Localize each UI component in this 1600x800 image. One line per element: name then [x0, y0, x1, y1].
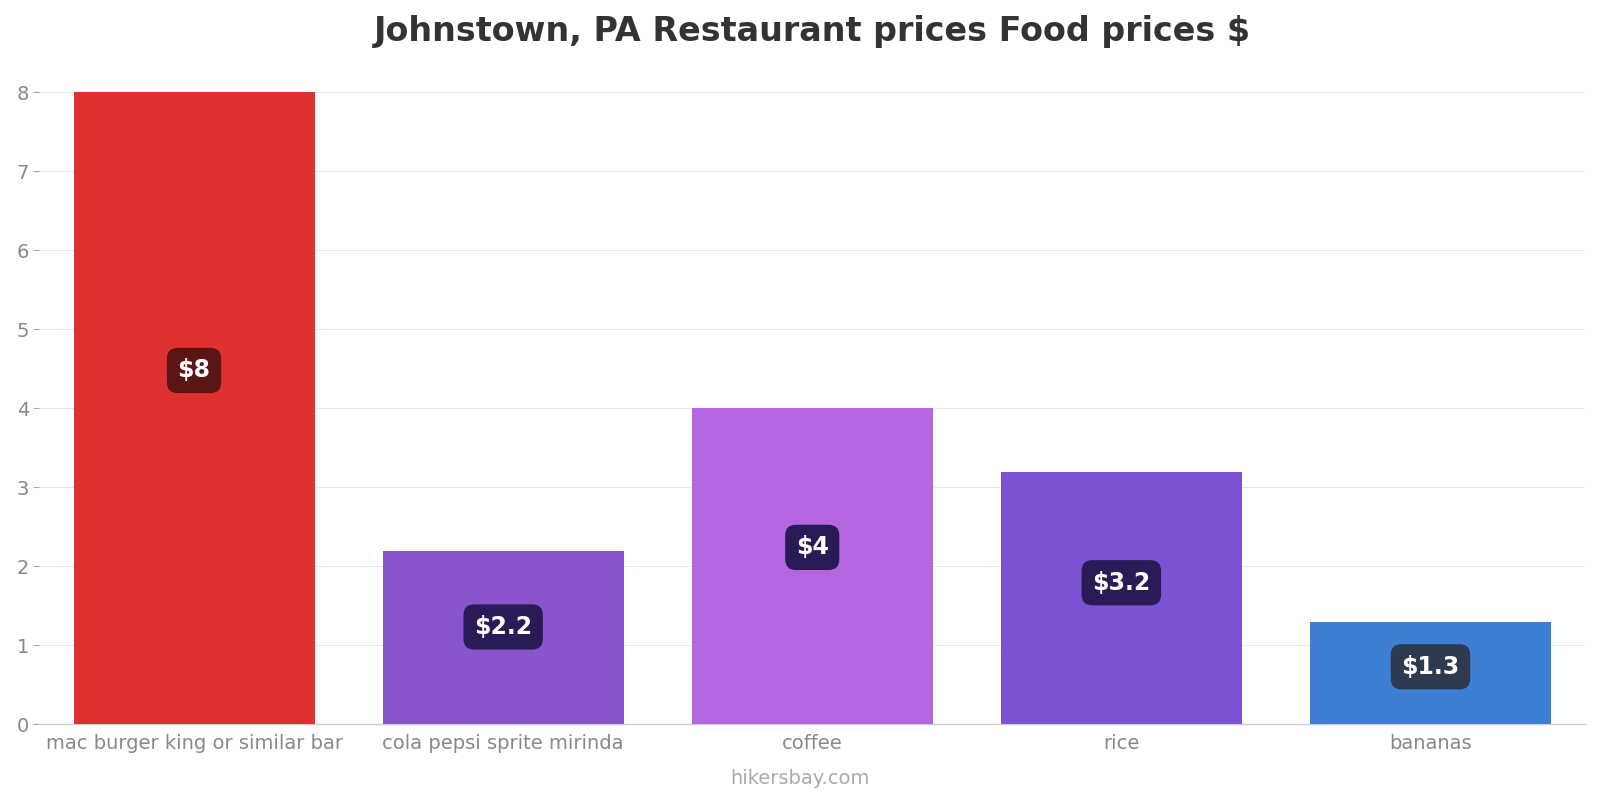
Bar: [1002, 471, 1242, 724]
Text: $3.2: $3.2: [1093, 570, 1150, 594]
Bar: [1310, 622, 1550, 724]
Bar: [382, 550, 624, 724]
Bar: [74, 93, 315, 724]
Text: $4: $4: [795, 535, 829, 559]
Text: $8: $8: [178, 358, 211, 382]
Title: Johnstown, PA Restaurant prices Food prices $: Johnstown, PA Restaurant prices Food pri…: [374, 15, 1251, 48]
Bar: [691, 408, 933, 724]
Text: hikersbay.com: hikersbay.com: [730, 769, 870, 788]
Text: $1.3: $1.3: [1402, 654, 1459, 678]
Text: $2.2: $2.2: [474, 615, 533, 639]
